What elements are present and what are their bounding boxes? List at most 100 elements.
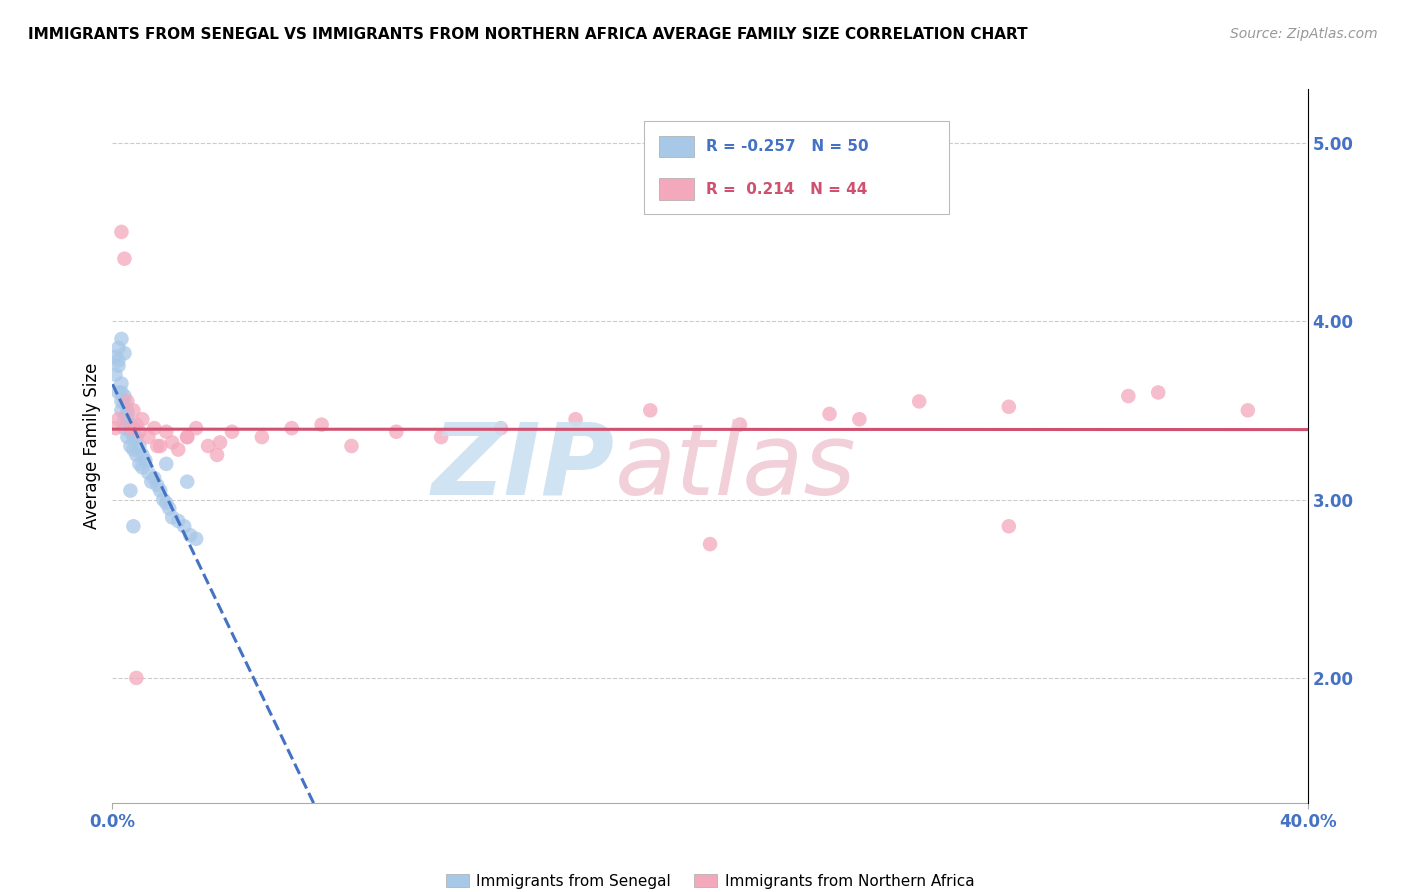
Point <box>107 385 129 400</box>
Text: IMMIGRANTS FROM SENEGAL VS IMMIGRANTS FROM NORTHERN AFRICA AVERAGE FAMILY SIZE C: IMMIGRANTS FROM SENEGAL VS IMMIGRANTS FR… <box>28 27 1028 42</box>
Point <box>125 417 148 432</box>
Point <box>138 430 160 444</box>
Point <box>114 346 135 360</box>
Point <box>818 407 841 421</box>
Point <box>998 400 1021 414</box>
Point <box>564 412 586 426</box>
Point <box>120 425 142 439</box>
Point <box>197 439 219 453</box>
Point <box>143 421 166 435</box>
Point <box>131 460 153 475</box>
Point <box>117 407 139 421</box>
Point <box>157 501 180 516</box>
Point <box>120 483 142 498</box>
Point <box>146 439 169 453</box>
Point <box>699 537 721 551</box>
Y-axis label: Average Family Size: Average Family Size <box>83 363 101 529</box>
Point <box>340 439 363 453</box>
Point <box>205 448 228 462</box>
Point <box>104 368 127 382</box>
Point <box>117 412 139 426</box>
Point <box>141 475 163 489</box>
Point <box>908 394 931 409</box>
Point <box>173 519 195 533</box>
Point <box>125 430 148 444</box>
Point <box>149 483 172 498</box>
Point <box>311 417 333 432</box>
Point <box>162 435 183 450</box>
Point <box>128 425 150 439</box>
Point <box>104 350 127 364</box>
Point <box>110 332 132 346</box>
Point <box>114 389 135 403</box>
Text: Source: ZipAtlas.com: Source: ZipAtlas.com <box>1230 27 1378 41</box>
Point <box>125 671 148 685</box>
Point <box>104 421 127 435</box>
Point <box>122 430 145 444</box>
Point <box>281 421 304 435</box>
Point <box>149 439 172 453</box>
Point <box>128 439 150 453</box>
Point <box>167 442 190 457</box>
Point <box>128 457 150 471</box>
Point <box>138 466 160 480</box>
Point <box>122 403 145 417</box>
Point <box>117 394 139 409</box>
Point <box>131 412 153 426</box>
Point <box>146 478 169 492</box>
Text: atlas: atlas <box>614 419 856 516</box>
Point <box>110 385 132 400</box>
Point <box>1237 403 1260 417</box>
Point <box>998 519 1021 533</box>
Point <box>385 425 408 439</box>
Point <box>117 403 139 417</box>
Point <box>110 225 132 239</box>
Point <box>107 412 129 426</box>
Point <box>107 341 129 355</box>
Point <box>186 421 208 435</box>
Point <box>176 475 198 489</box>
Point <box>114 412 135 426</box>
Point <box>107 359 129 373</box>
Point <box>122 442 145 457</box>
Point <box>117 430 139 444</box>
Point <box>155 425 177 439</box>
Point <box>155 457 177 471</box>
Point <box>131 448 153 462</box>
Point <box>125 448 148 462</box>
Point <box>640 403 662 417</box>
Text: R = -0.257   N = 50: R = -0.257 N = 50 <box>706 139 869 153</box>
Point <box>728 417 751 432</box>
Point <box>114 421 135 435</box>
Point <box>162 510 183 524</box>
Point <box>120 421 142 435</box>
Point <box>122 421 145 435</box>
Point <box>143 471 166 485</box>
Point <box>186 532 208 546</box>
Point <box>430 430 453 444</box>
Point <box>167 514 190 528</box>
Legend: Immigrants from Senegal, Immigrants from Northern Africa: Immigrants from Senegal, Immigrants from… <box>440 868 980 892</box>
Point <box>848 412 870 426</box>
Text: ZIP: ZIP <box>432 419 614 516</box>
Point <box>179 528 201 542</box>
Point <box>1147 385 1170 400</box>
Bar <box>658 136 695 157</box>
Bar <box>658 178 695 200</box>
Point <box>110 394 132 409</box>
Point <box>250 430 273 444</box>
Point <box>114 394 135 409</box>
Point <box>1118 389 1140 403</box>
Point <box>221 425 243 439</box>
Point <box>489 421 512 435</box>
Point <box>209 435 232 450</box>
Point <box>120 439 142 453</box>
Point <box>176 430 198 444</box>
Text: R =  0.214   N = 44: R = 0.214 N = 44 <box>706 182 868 196</box>
Point <box>110 376 132 391</box>
FancyBboxPatch shape <box>644 121 949 214</box>
Point <box>155 496 177 510</box>
Point <box>110 403 132 417</box>
Point <box>134 453 156 467</box>
Point <box>107 353 129 368</box>
